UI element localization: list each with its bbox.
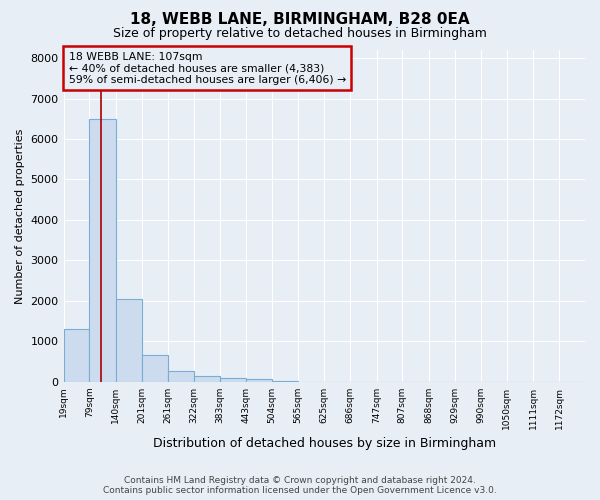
Text: 18, WEBB LANE, BIRMINGHAM, B28 0EA: 18, WEBB LANE, BIRMINGHAM, B28 0EA: [130, 12, 470, 28]
Bar: [89, 119, 116, 382]
Text: 18 WEBB LANE: 107sqm
← 40% of detached houses are smaller (4,383)
59% of semi-de: 18 WEBB LANE: 107sqm ← 40% of detached h…: [69, 52, 346, 85]
Bar: [64, 329, 89, 382]
Bar: [220, 378, 246, 382]
Bar: [116, 299, 142, 382]
X-axis label: Distribution of detached houses by size in Birmingham: Distribution of detached houses by size …: [153, 437, 496, 450]
Bar: [167, 371, 194, 382]
Y-axis label: Number of detached properties: Number of detached properties: [15, 128, 25, 304]
Text: Contains HM Land Registry data © Crown copyright and database right 2024.
Contai: Contains HM Land Registry data © Crown c…: [103, 476, 497, 495]
Bar: [246, 380, 272, 382]
Text: Size of property relative to detached houses in Birmingham: Size of property relative to detached ho…: [113, 28, 487, 40]
Bar: [194, 376, 220, 382]
Bar: [142, 354, 167, 382]
